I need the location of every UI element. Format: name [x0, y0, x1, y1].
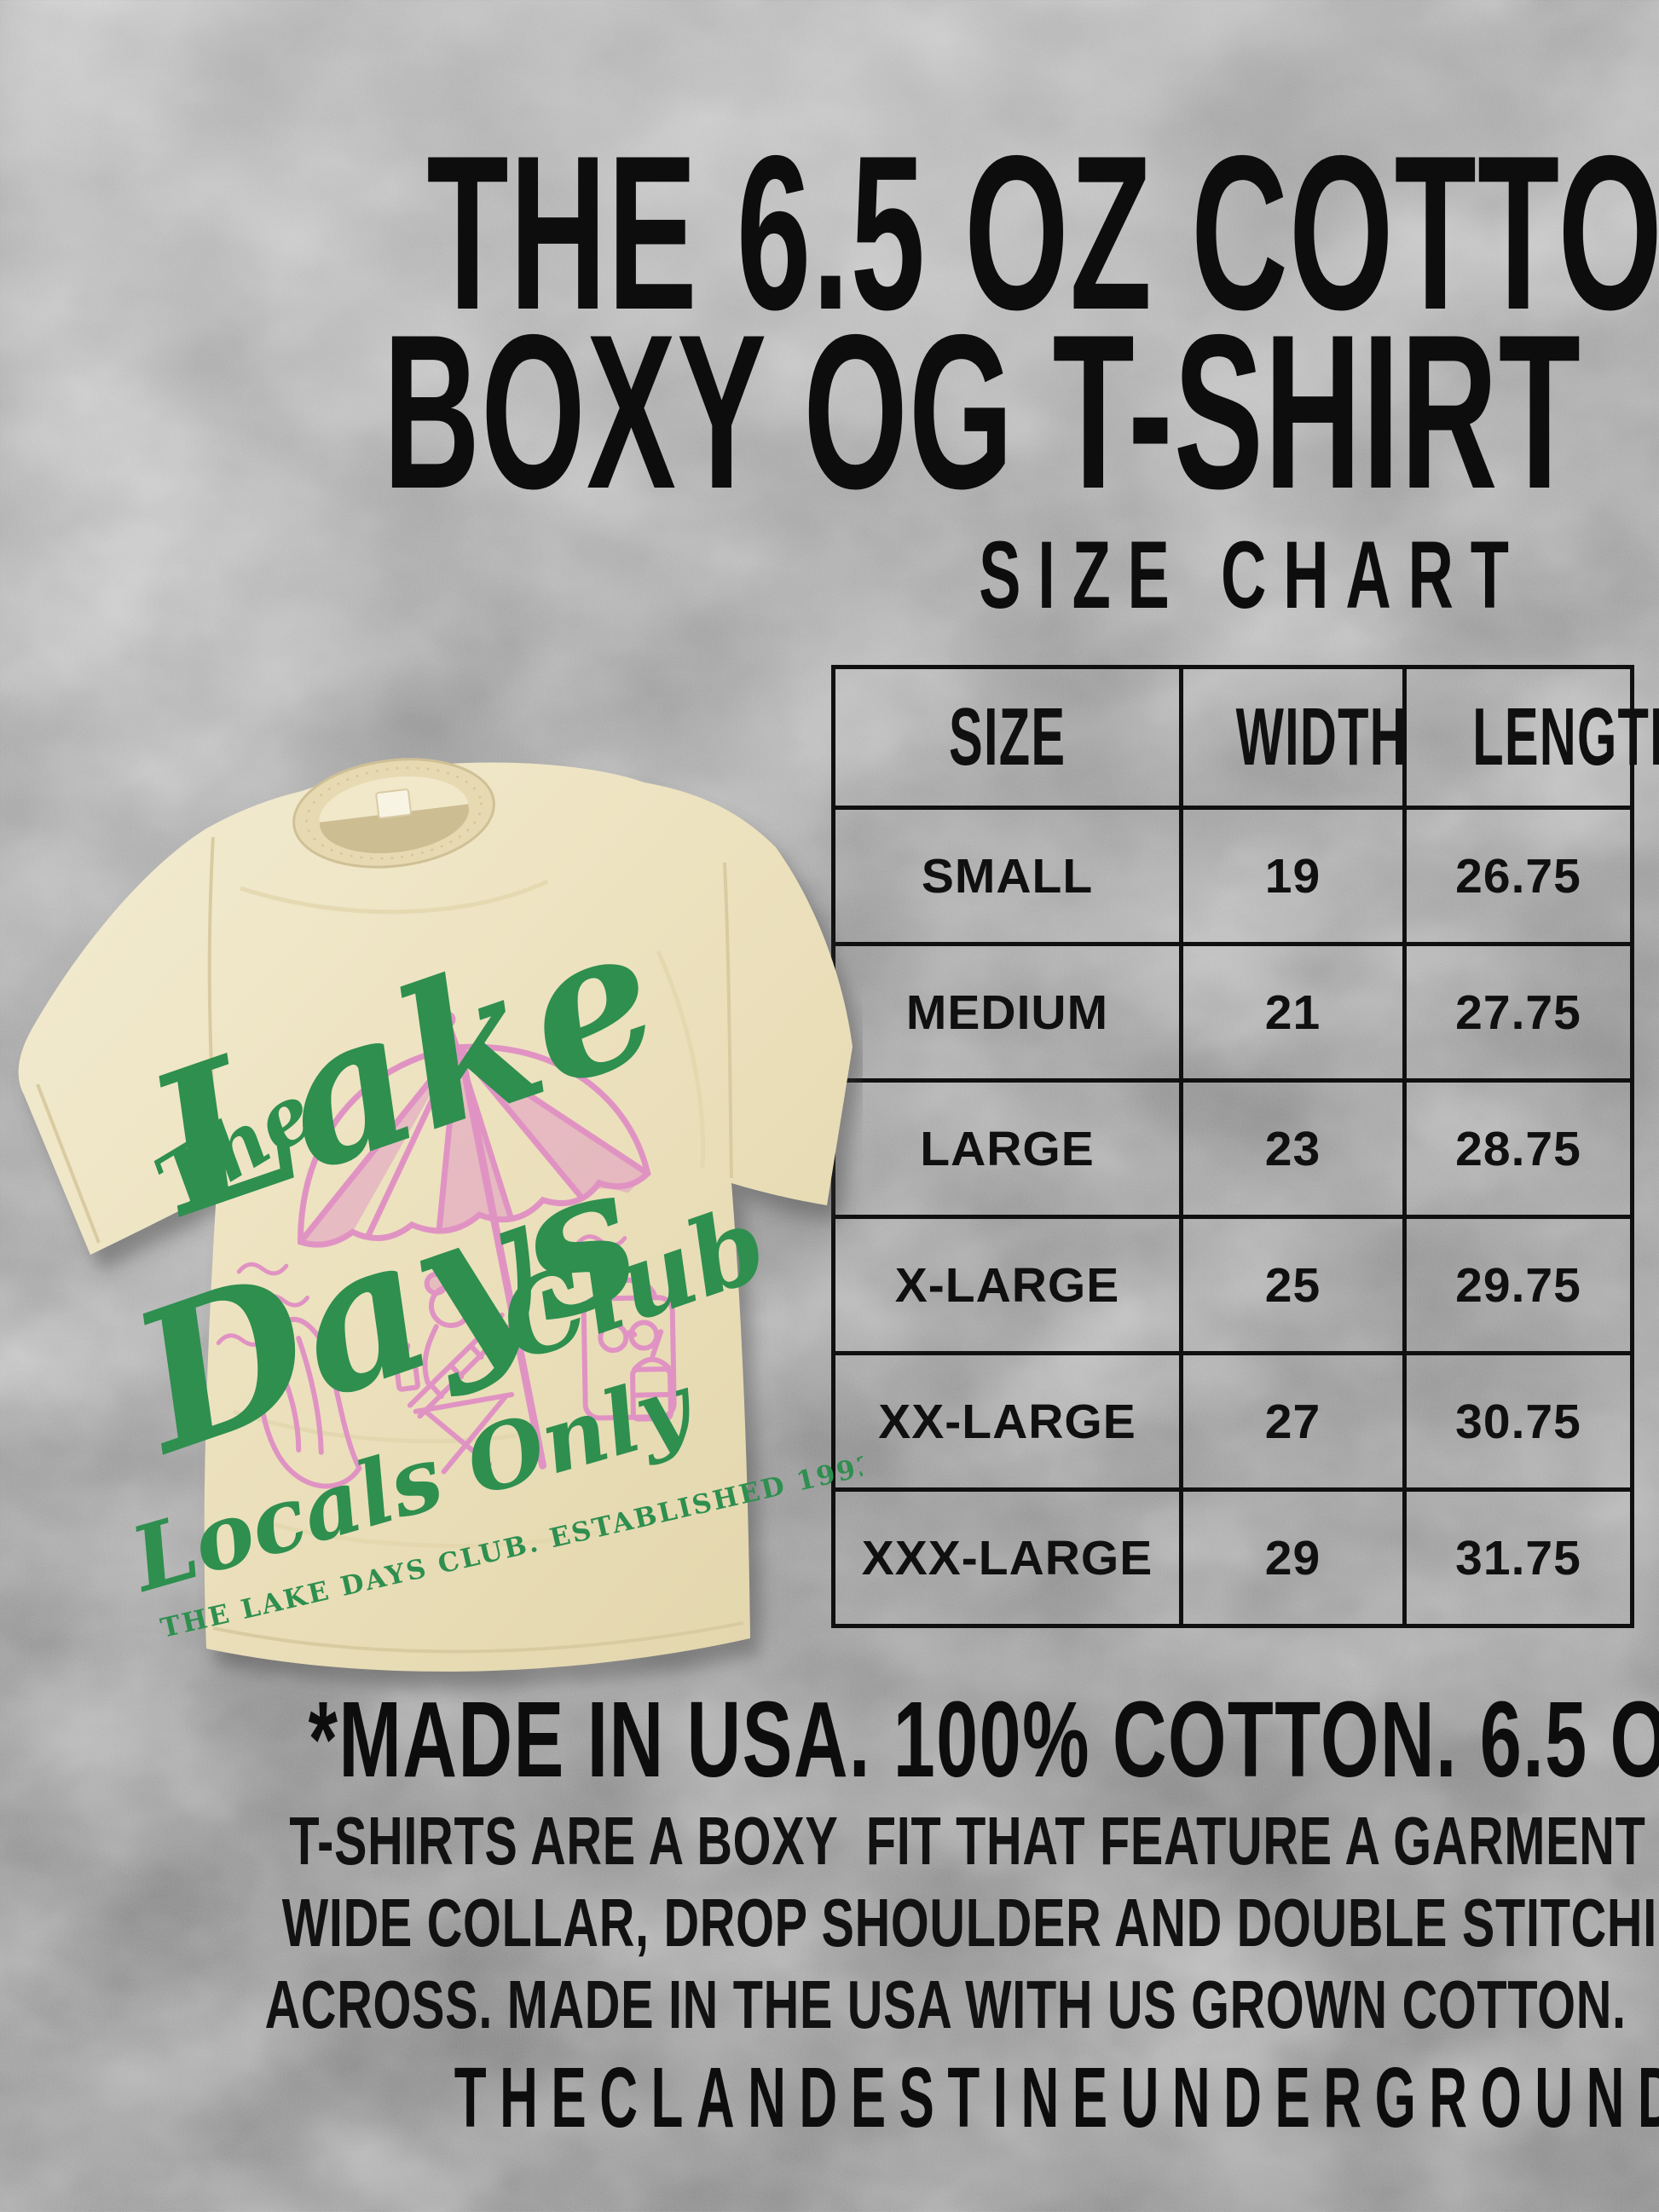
length-cell: 31.75: [1402, 1487, 1634, 1628]
tshirt-photo: The Lake Days Club Locals Only THE LAKE …: [0, 704, 863, 1706]
poster-title-line2: BOXY OG T-SHIRT: [383, 288, 1582, 534]
description-line: WIDE COLLAR, DROP SHOULDER AND DOUBLE ST…: [281, 1885, 1659, 1961]
length-cell: 26.75: [1402, 806, 1634, 946]
length-cell: 30.75: [1402, 1351, 1634, 1492]
width-cell: 19: [1179, 806, 1407, 946]
website-url: THECLANDESTINEUNDERGROUND.COM: [454, 2050, 1659, 2146]
table-header-row: SIZE WIDTH LENGTH: [831, 665, 1659, 810]
length-cell: 27.75: [1402, 942, 1634, 1083]
column-header-width: WIDTH: [1179, 665, 1407, 810]
width-cell: 29: [1179, 1487, 1407, 1628]
size-cell: SMALL: [831, 806, 1183, 946]
size-cell: XXX-LARGE: [831, 1487, 1183, 1628]
length-cell: 28.75: [1402, 1078, 1634, 1219]
description-line: ACROSS. MADE IN THE USA WITH US GROWN CO…: [264, 1967, 1627, 2042]
description-line: T-SHIRTS ARE A BOXY FIT THAT FEATURE A G…: [289, 1803, 1659, 1879]
size-cell: X-LARGE: [831, 1215, 1183, 1355]
column-header-size: SIZE: [831, 665, 1183, 810]
table-row: XX-LARGE 27 30.75: [831, 1351, 1634, 1492]
width-cell: 21: [1179, 942, 1407, 1083]
width-cell: 27: [1179, 1351, 1407, 1492]
product-description: T-SHIRTS ARE A BOXY FIT THAT FEATURE A G…: [0, 1800, 1659, 2046]
size-cell: LARGE: [831, 1078, 1183, 1219]
table-row: XXX-LARGE 29 31.75: [831, 1487, 1634, 1628]
table-row: LARGE 23 28.75: [831, 1078, 1634, 1219]
size-chart-table: SIZE WIDTH LENGTH SMALL 19 26.75 MEDIUM …: [831, 665, 1659, 1628]
poster-title: THE 6.5 OZ COTTON BOXY OG T-SHIRT: [0, 123, 1659, 534]
table-row: MEDIUM 21 27.75: [831, 942, 1634, 1083]
table-row: X-LARGE 25 29.75: [831, 1215, 1634, 1355]
width-cell: 25: [1179, 1215, 1407, 1355]
length-cell: 29.75: [1402, 1215, 1634, 1355]
column-header-length: LENGTH: [1402, 665, 1659, 810]
size-chart-heading: SIZE CHART: [979, 522, 1526, 628]
size-cell: MEDIUM: [831, 942, 1183, 1083]
width-cell: 23: [1179, 1078, 1407, 1219]
collar-tag: [375, 788, 412, 819]
table-row: SMALL 19 26.75: [831, 806, 1634, 946]
size-cell: XX-LARGE: [831, 1351, 1183, 1492]
